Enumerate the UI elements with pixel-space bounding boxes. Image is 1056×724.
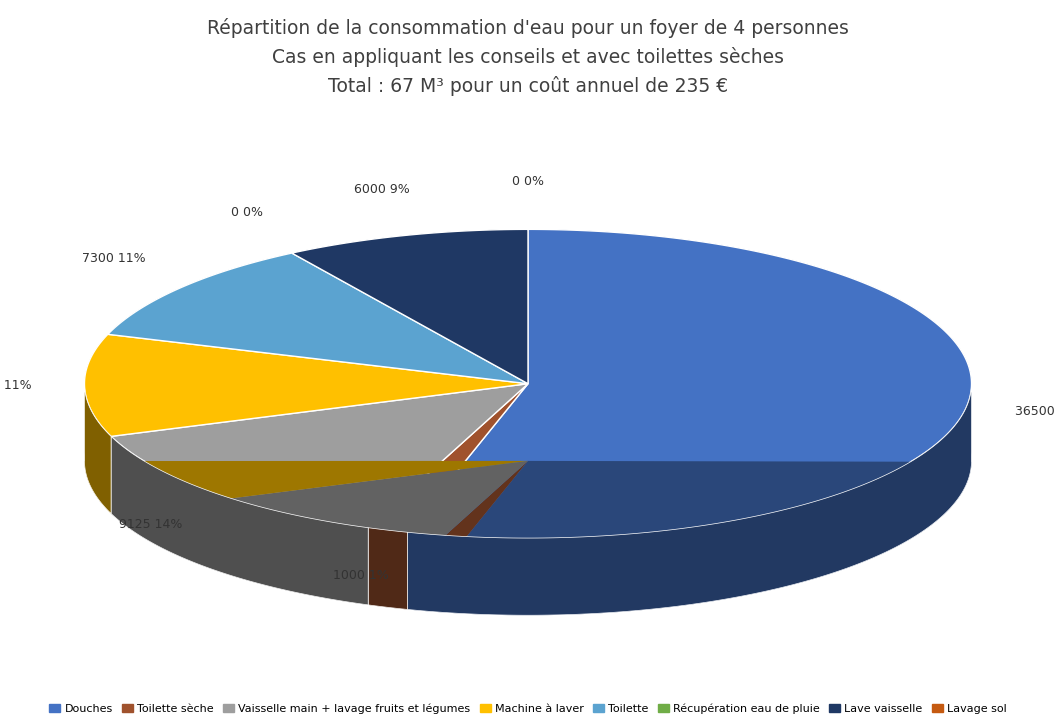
Polygon shape [369,384,528,532]
Polygon shape [84,334,108,460]
Text: Total : 67 M³ pour un coût annuel de 235 €: Total : 67 M³ pour un coût annuel de 235… [328,76,728,96]
Legend: Douches, Toilette sèche, Vaisselle main + lavage fruits et légumes, Machine à la: Douches, Toilette sèche, Vaisselle main … [44,699,1012,718]
Polygon shape [408,230,972,538]
Polygon shape [84,461,528,513]
Text: Cas en appliquant les conseils et avec toilettes sèches: Cas en appliquant les conseils et avec t… [272,47,784,67]
Polygon shape [111,384,528,528]
Polygon shape [84,384,111,513]
Text: 7300 11%: 7300 11% [81,252,145,265]
Text: 9125 14%: 9125 14% [119,518,183,531]
Text: 0 0%: 0 0% [512,175,544,188]
Polygon shape [408,461,972,615]
Text: 6000 9%: 6000 9% [354,183,410,196]
Text: 36500 54%: 36500 54% [1015,405,1056,418]
Text: 7200 11%: 7200 11% [0,379,32,392]
Text: Répartition de la consommation d'eau pour un foyer de 4 personnes: Répartition de la consommation d'eau pou… [207,18,849,38]
Polygon shape [84,334,528,437]
Text: 0 0%: 0 0% [231,206,263,219]
Text: 1000 1%: 1000 1% [333,569,389,581]
Polygon shape [369,461,528,610]
Polygon shape [111,461,528,605]
Polygon shape [291,230,528,330]
Polygon shape [108,253,291,411]
Polygon shape [369,528,408,610]
Polygon shape [291,230,528,384]
Polygon shape [108,253,528,384]
Polygon shape [111,437,369,605]
Polygon shape [408,384,972,615]
Polygon shape [528,230,972,460]
